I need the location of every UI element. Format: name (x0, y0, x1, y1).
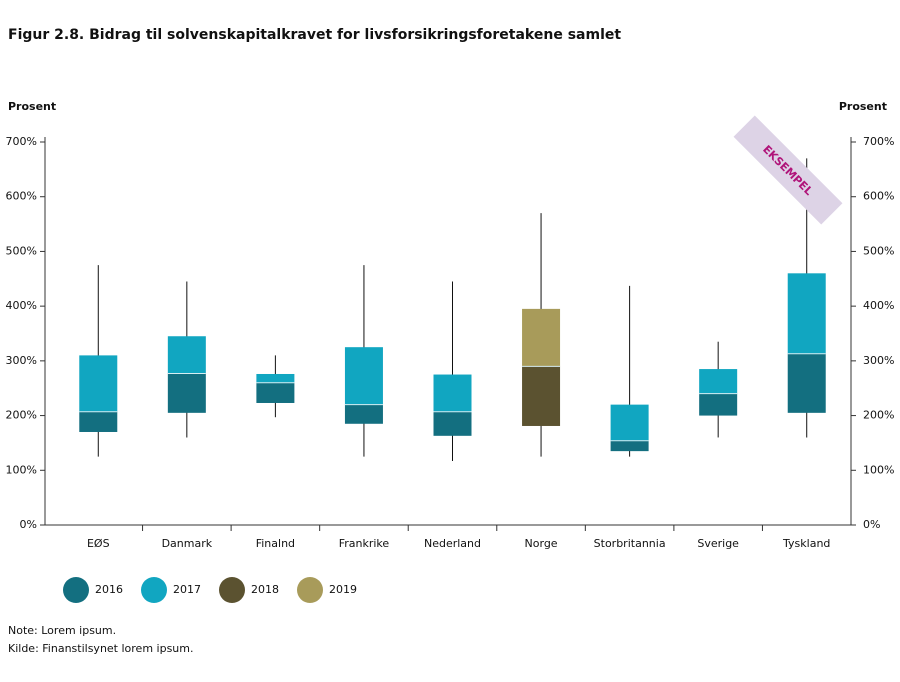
y-tick-label: 300% (6, 354, 37, 367)
y2-tick-label: 200% (863, 409, 894, 422)
legend-label: 2017 (173, 583, 201, 596)
box-upper (167, 336, 206, 374)
y2-tick-label: 100% (863, 463, 894, 476)
box-lower (699, 393, 738, 416)
legend-swatch (219, 577, 245, 603)
y2-tick-label: 0% (863, 518, 880, 531)
chart-title: Figur 2.8. Bidrag til solvenskapitalkrav… (8, 27, 621, 43)
x-tick-label: Frankrike (339, 537, 390, 550)
box-upper (256, 373, 295, 383)
box-upper (610, 404, 649, 441)
x-tick-label: Danmark (162, 537, 213, 550)
note: Note: Lorem ipsum. (8, 624, 116, 637)
box-lower (610, 440, 649, 452)
y2-tick-label: 500% (863, 244, 894, 257)
y-tick-label: 100% (6, 463, 37, 476)
box-lower (522, 366, 561, 426)
legend-swatch (141, 577, 167, 603)
y2-tick-label: 300% (863, 354, 894, 367)
legend-label: 2016 (95, 583, 123, 596)
y2-axis-label: Prosent (839, 100, 887, 113)
watermark-box (733, 115, 843, 225)
y2-tick-label: 700% (863, 135, 894, 148)
y-tick-label: 700% (6, 135, 37, 148)
box-lower (787, 353, 826, 413)
legend-swatch (63, 577, 89, 603)
box-lower (256, 382, 295, 403)
box-upper (433, 374, 472, 412)
source: Kilde: Finanstilsynet lorem ipsum. (8, 642, 194, 655)
y-tick-label: 0% (20, 518, 37, 531)
y-axis-label: Prosent (8, 100, 56, 113)
box-lower (167, 373, 206, 413)
x-tick-label: EØS (87, 537, 110, 550)
y2-tick-label: 400% (863, 299, 894, 312)
y2-tick-label: 600% (863, 190, 894, 203)
x-tick-label: Finalnd (256, 537, 295, 550)
y-tick-label: 600% (6, 190, 37, 203)
box-upper (787, 273, 826, 354)
x-tick-label: Norge (525, 537, 558, 550)
box-lower (433, 411, 472, 436)
watermark: EKSEMPEL (733, 115, 843, 225)
legend-label: 2018 (251, 583, 279, 596)
x-tick-label: Storbritannia (594, 537, 666, 550)
y-tick-label: 500% (6, 244, 37, 257)
y-tick-label: 200% (6, 409, 37, 422)
legend-label: 2019 (329, 583, 357, 596)
box-upper (79, 355, 118, 412)
box-lower (79, 411, 118, 432)
x-tick-label: Sverige (697, 537, 739, 550)
x-tick-label: Nederland (424, 537, 481, 550)
legend-swatch (297, 577, 323, 603)
box-upper (344, 347, 383, 405)
x-tick-label: Tyskland (782, 537, 830, 550)
box-lower (344, 404, 383, 424)
box-upper (699, 369, 738, 394)
box-upper (522, 308, 561, 367)
y-tick-label: 400% (6, 299, 37, 312)
